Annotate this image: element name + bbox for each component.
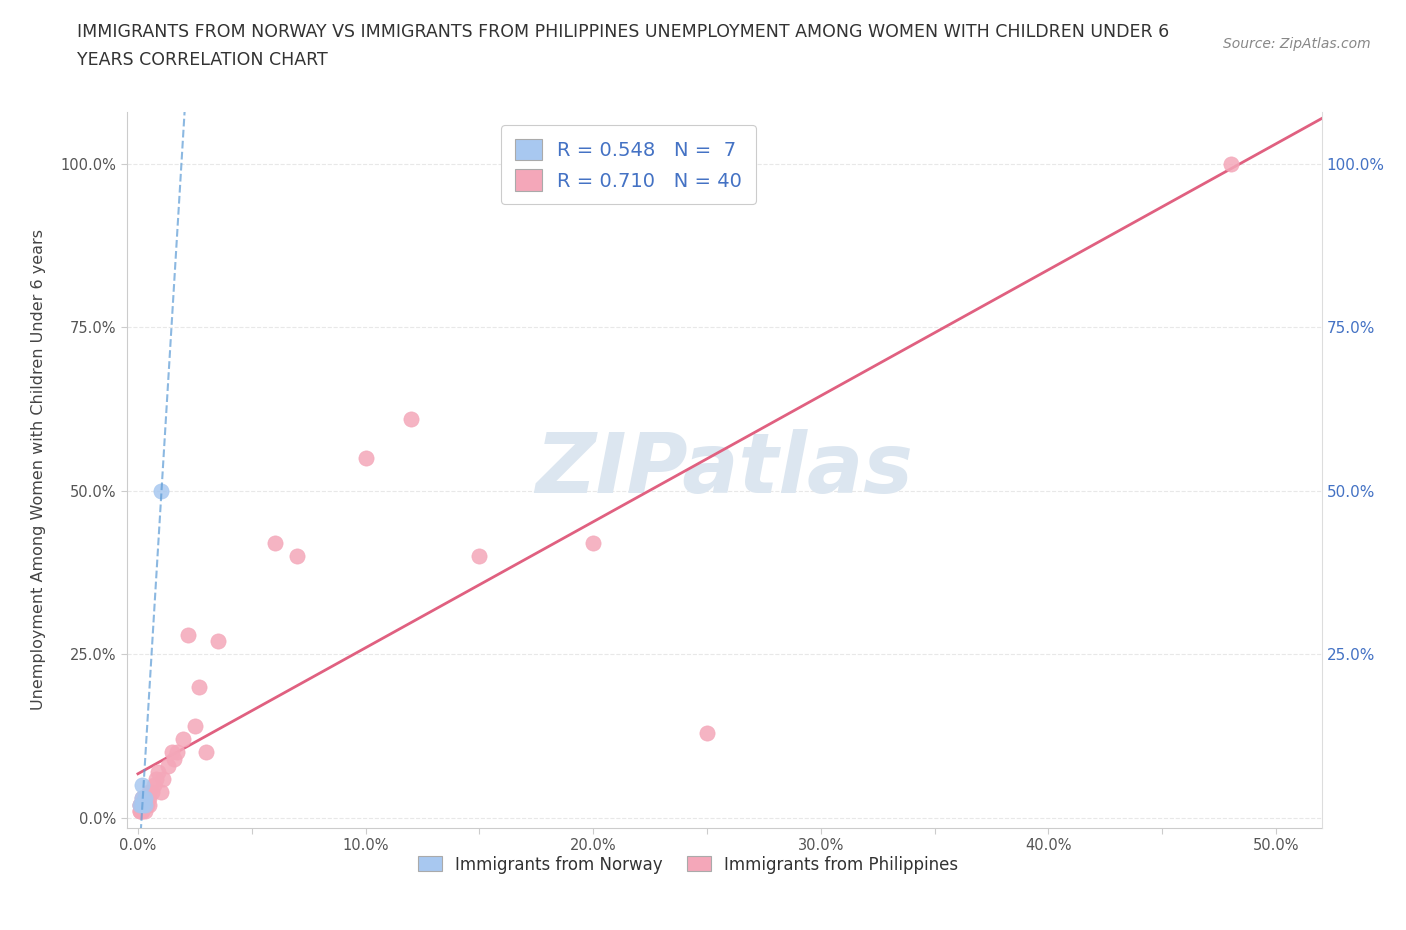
Point [142, 777, 165, 792]
Text: ZIPatlas: ZIPatlas [536, 429, 912, 511]
Point [149, 484, 172, 498]
Point [582, 536, 605, 551]
Point [131, 804, 153, 818]
Point [131, 790, 153, 805]
Point [1219, 156, 1241, 171]
Point [136, 790, 159, 805]
Point [131, 790, 153, 805]
Point [136, 797, 159, 812]
Point [134, 790, 156, 805]
Point [177, 628, 200, 643]
Legend: Immigrants from Norway, Immigrants from Philippines: Immigrants from Norway, Immigrants from … [412, 849, 965, 880]
Point [285, 549, 308, 564]
Point [138, 784, 160, 799]
Point [129, 797, 152, 812]
Point [129, 804, 152, 818]
Point [131, 777, 153, 792]
Point [138, 790, 160, 805]
Point [134, 790, 156, 805]
Text: IMMIGRANTS FROM NORWAY VS IMMIGRANTS FROM PHILIPPINES UNEMPLOYMENT AMONG WOMEN W: IMMIGRANTS FROM NORWAY VS IMMIGRANTS FRO… [77, 23, 1170, 41]
Point [195, 745, 218, 760]
Point [131, 804, 153, 818]
Point [148, 764, 170, 779]
Point [468, 549, 491, 564]
Point [172, 732, 194, 747]
Text: Source: ZipAtlas.com: Source: ZipAtlas.com [1223, 37, 1371, 51]
Point [134, 797, 156, 812]
Point [354, 451, 377, 466]
Text: YEARS CORRELATION CHART: YEARS CORRELATION CHART [77, 51, 328, 69]
Point [131, 797, 153, 812]
Point [134, 804, 156, 818]
Point [149, 784, 172, 799]
Point [166, 745, 188, 760]
Point [152, 771, 174, 786]
Point [399, 412, 422, 427]
Point [188, 680, 211, 695]
Point [696, 725, 718, 740]
Point [129, 797, 152, 812]
Point [207, 634, 229, 649]
Point [145, 771, 167, 786]
Point [129, 804, 152, 818]
Point [263, 536, 285, 551]
Point [156, 758, 179, 773]
Y-axis label: Unemployment Among Women with Children Under 6 years: Unemployment Among Women with Children U… [31, 229, 46, 711]
Point [131, 797, 153, 812]
Point [184, 719, 207, 734]
Point [134, 797, 156, 812]
Point [141, 784, 163, 799]
Point [138, 797, 160, 812]
Point [129, 797, 152, 812]
Point [160, 745, 183, 760]
Point [163, 751, 186, 766]
